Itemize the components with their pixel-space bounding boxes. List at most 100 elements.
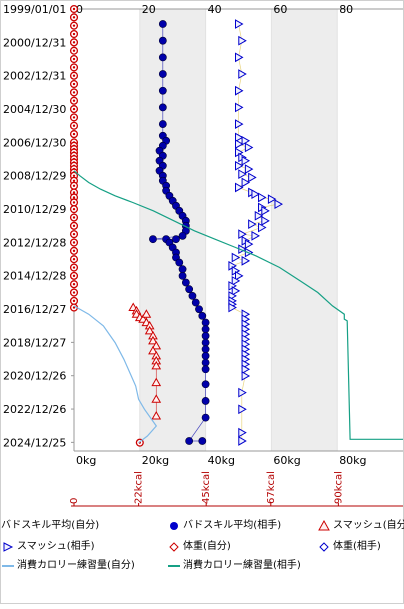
data-point [258,222,267,233]
legend-marker-icon [3,542,14,552]
data-point [151,410,162,420]
data-point [201,352,210,360]
y-tick-label: 2024/12/25 [3,436,66,449]
data-point [235,132,244,143]
data-point [238,35,247,46]
data-point [274,199,283,210]
kcal-tick-label: 90kcal [333,471,344,504]
data-point [228,302,237,313]
x-top-tick-label: 80 [339,3,353,16]
shaded-band-0 [139,9,206,451]
data-point [151,340,162,350]
data-point [69,205,79,214]
data-point [251,230,260,241]
legend-marker-icon [318,519,330,531]
data-point [238,427,247,438]
data-point [201,318,210,327]
data-point [149,235,157,244]
data-point [69,46,79,55]
data-point [231,252,241,263]
kcal-tick-label: 0 [69,498,80,504]
data-point [191,298,200,307]
data-point [235,160,244,171]
data-point [201,413,210,422]
data-point [258,192,267,203]
data-point [69,54,79,64]
y-tick-label: 2018/12/27 [3,336,66,349]
data-point [241,135,251,146]
data-point [69,288,79,297]
data-point [69,238,79,247]
y-tick-label: 2000/12/31 [3,36,66,49]
data-point [248,219,257,230]
data-point [158,103,167,112]
data-point [238,404,247,415]
x-top-tick-label: 20 [142,3,156,16]
data-point [69,255,79,264]
data-point [244,164,254,174]
y-tick-label: 2012/12/28 [3,236,66,249]
y-tick-label: 2008/12/29 [3,170,66,183]
data-point [69,29,79,39]
data-point [69,21,79,30]
data-point [251,189,260,200]
data-point [69,246,79,255]
data-point [175,258,184,267]
y-tick-label: 2010/12/29 [3,203,66,216]
data-point [267,194,277,205]
y-tick-label: 1999/01/01 [3,3,66,16]
y-tick-label: 2004/12/30 [3,103,66,116]
data-point [201,325,210,334]
data-point [158,20,167,28]
legend-label: バドスキル平均(自分) [1,520,100,531]
data-point [188,291,197,300]
data-point [69,105,79,114]
data-point [69,280,79,289]
legend-label: スマッシュ(自分) [333,520,404,531]
data-point [158,53,167,62]
data-point [69,303,79,312]
data-point [254,210,264,221]
data-point [238,387,247,398]
data-point [69,121,79,130]
data-point [195,305,203,314]
y-tick-label: 2022/12/26 [3,403,66,416]
data-point [201,332,210,340]
data-point [201,345,210,354]
data-point [69,296,79,305]
data-point [185,437,194,445]
legend-marker-icon [170,522,178,530]
data-point [178,265,187,274]
data-point [178,271,187,280]
data-point [148,345,158,355]
data-point [69,63,79,72]
legend-marker-icon [168,565,180,567]
y-tick-label: 2020/12/26 [3,370,66,383]
data-point [151,360,162,370]
data-point [151,394,162,403]
data-point [69,130,79,139]
data-point [69,71,79,80]
x-top-tick-label: 0 [76,3,83,16]
data-point [244,239,254,250]
data-point [238,169,247,179]
legend-label: バドスキル平均(相手) [183,520,282,531]
data-point [69,113,79,122]
data-point [235,119,244,129]
data-point [141,309,152,318]
data-point [231,276,241,286]
weight-tick-label: 0kg [76,454,96,467]
data-point [241,371,251,381]
y-tick-label: 2016/12/27 [3,303,66,316]
data-point [69,181,79,190]
data-point [241,364,251,375]
data-point [69,80,79,89]
data-point [241,255,251,266]
data-point [198,311,207,320]
data-point [201,358,210,367]
data-point [235,182,244,193]
series-line-4 [73,305,158,444]
legend-label: 体重(相手) [333,541,381,552]
data-point [201,397,210,405]
